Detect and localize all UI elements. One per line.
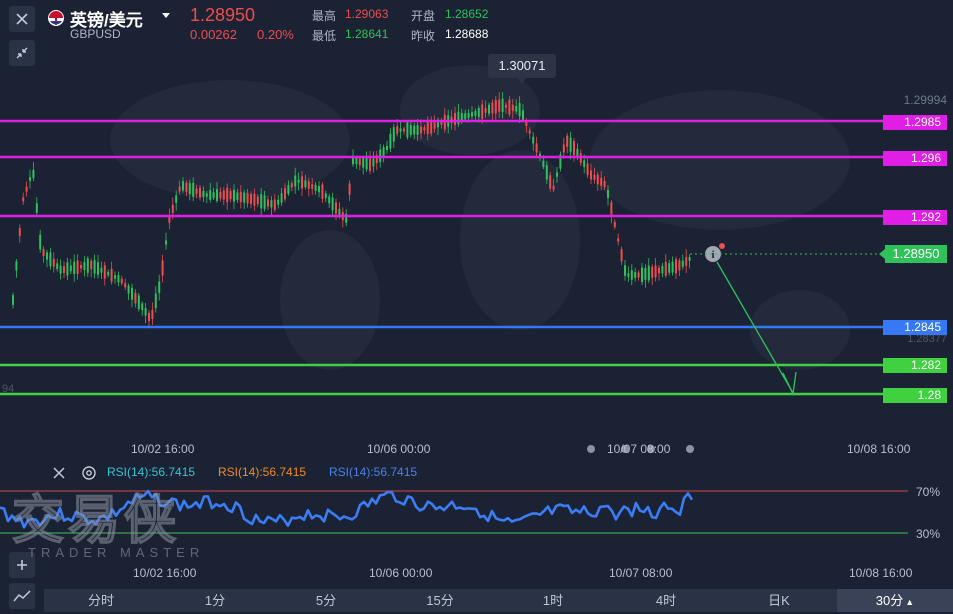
price-change-pct: 0.20% xyxy=(257,27,294,42)
quote-header: 英镑/美元 GBPUSD 1.28950 0.00262 0.20% 最高 1.… xyxy=(46,0,566,44)
tab-timeframe-15m[interactable]: 15分 xyxy=(426,593,454,608)
add-indicator-button[interactable] xyxy=(9,552,35,578)
faded-price-label: 1.28377 xyxy=(907,333,947,345)
settings-icon[interactable] xyxy=(81,465,97,481)
peak-callout xyxy=(488,54,556,84)
uk-flag-icon xyxy=(48,10,64,26)
open-value: 1.28652 xyxy=(445,7,489,21)
price-tag-pointer xyxy=(879,249,885,259)
top-price-axis-label: 1.29994 xyxy=(903,93,947,107)
horizontal-levels[interactable] xyxy=(0,119,886,396)
close-icon[interactable] xyxy=(52,466,66,480)
x-label-3: 10/07 08:00 xyxy=(607,442,671,456)
rsi-70-label: 70% xyxy=(916,485,941,499)
symbol-name[interactable]: 英镑/美元 xyxy=(70,11,143,30)
rsi-label-3: RSI(14):56.7415 xyxy=(329,465,418,479)
open-label: 开盘 xyxy=(411,9,436,23)
rsi-label-1: RSI(14):56.7415 xyxy=(107,465,196,479)
timeframe-bar: 分时 1分 5分 15分 1时 4时 日K 30分 ▲ xyxy=(44,589,953,612)
prev-close-label: 昨收 xyxy=(411,29,436,43)
tab-timeframe-5m[interactable]: 5分 xyxy=(315,593,337,608)
level-label-5[interactable]: 1.282 xyxy=(883,358,947,373)
caret-up-icon: ▲ xyxy=(905,597,915,607)
x-label-4: 10/08 16:00 xyxy=(847,442,911,456)
current-price: 1.28950 xyxy=(190,5,256,25)
left-edge-label: 94 xyxy=(2,383,15,395)
tab-timeframe-4h[interactable]: 4时 xyxy=(655,593,677,608)
projection-arrow[interactable] xyxy=(716,261,797,397)
price-change: 0.00262 xyxy=(190,27,237,42)
indicator-button[interactable] xyxy=(9,583,35,609)
collapse-icon xyxy=(16,47,28,59)
rsi-x-label-2: 10/06 00:00 xyxy=(369,566,433,580)
level-label-4[interactable]: 1.2845 xyxy=(883,320,947,335)
tab-timeframe-30m-label: 30分 xyxy=(875,593,904,608)
add-icon xyxy=(17,560,27,570)
collapse-button[interactable] xyxy=(9,40,35,66)
level-label-3[interactable]: 1.292 xyxy=(883,210,947,225)
rsi-x-label-4: 10/08 16:00 xyxy=(849,566,913,580)
svg-text:TRADER MASTER: TRADER MASTER xyxy=(28,545,204,560)
indicator-line-icon xyxy=(13,590,31,602)
tab-timeframe-1m[interactable]: 1分 xyxy=(204,593,226,608)
peak-price-label: 1.30071 xyxy=(498,58,546,73)
chevron-down-icon[interactable] xyxy=(161,12,171,20)
x-label-1: 10/02 16:00 xyxy=(131,442,195,456)
rsi-30-label: 30% xyxy=(916,527,941,541)
close-chart-button[interactable] xyxy=(9,6,35,32)
level-label-6[interactable]: 1.28 xyxy=(883,388,947,403)
close-icon xyxy=(16,13,28,25)
rsi-x-label-1: 10/02 16:00 xyxy=(133,566,197,580)
x-axis-markers xyxy=(587,445,694,453)
rsi-label-2: RSI(14):56.7415 xyxy=(218,465,307,479)
low-label: 最低 xyxy=(312,29,337,43)
x-label-2: 10/06 00:00 xyxy=(367,442,431,456)
info-icon: i xyxy=(711,249,714,261)
high-value: 1.29063 xyxy=(345,7,389,21)
left-toolbar xyxy=(0,0,44,612)
current-price-tag: 1.28950 xyxy=(885,245,947,263)
level-label-2[interactable]: 1.296 xyxy=(883,151,947,166)
symbol-code: GBPUSD xyxy=(70,27,121,41)
tab-timeframe-intraday[interactable]: 分时 xyxy=(87,593,114,608)
high-label: 最高 xyxy=(312,9,337,23)
tab-timeframe-30m[interactable]: 30分 ▲ xyxy=(837,589,953,612)
tab-timeframe-daily[interactable]: 日K xyxy=(768,593,790,608)
prev-close-value: 1.28688 xyxy=(445,27,489,41)
low-value: 1.28641 xyxy=(345,27,389,41)
rsi-line xyxy=(0,489,694,529)
tab-timeframe-1h[interactable]: 1时 xyxy=(542,593,564,608)
world-map-background xyxy=(110,65,850,370)
level-label-1[interactable]: 1.2985 xyxy=(883,115,947,130)
svg-text:交易侠: 交易侠 xyxy=(12,491,180,551)
rsi-x-label-3: 10/07 08:00 xyxy=(609,566,673,580)
watermark: 交易侠 TRADER MASTER xyxy=(11,490,204,560)
info-marker[interactable]: i xyxy=(705,243,725,262)
